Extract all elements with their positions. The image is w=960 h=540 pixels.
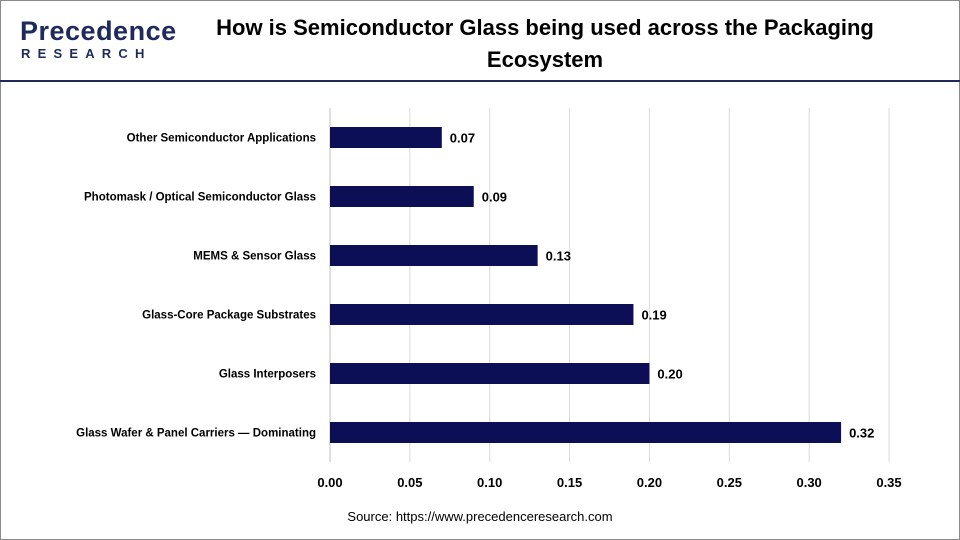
category-label: Glass-Core Package Substrates [142, 310, 316, 322]
category-label: Glass Interposers [219, 369, 316, 381]
x-tick-label: 0.00 [317, 475, 342, 490]
bar [330, 304, 634, 325]
category-label: MEMS & Sensor Glass [193, 251, 316, 263]
data-label: 0.32 [849, 426, 874, 441]
logo-main-text: Precedence [20, 16, 177, 46]
x-tick-label: 0.35 [876, 475, 901, 490]
data-label: 0.19 [641, 308, 666, 323]
x-tick-label: 0.10 [477, 475, 502, 490]
header: Precedence RESEARCH How is Semiconductor… [0, 0, 960, 80]
bar [330, 186, 474, 207]
data-label: 0.07 [450, 131, 475, 146]
bar [330, 245, 538, 266]
category-label: Photomask / Optical Semiconductor Glass [84, 192, 316, 204]
header-divider [0, 80, 960, 82]
x-tick-label: 0.05 [397, 475, 422, 490]
bar [330, 363, 650, 384]
category-label: Glass Wafer & Panel Carriers — Dominatin… [76, 428, 316, 440]
chart-title: How is Semiconductor Glass being used ac… [216, 15, 874, 72]
x-tick-label: 0.25 [717, 475, 742, 490]
data-label: 0.09 [482, 190, 507, 205]
bar [330, 127, 442, 148]
data-label: 0.13 [546, 249, 571, 264]
logo-sub-text: RESEARCH [21, 46, 152, 61]
x-tick-label: 0.30 [796, 475, 821, 490]
data-label: 0.20 [657, 367, 682, 382]
precedence-research-logo: Precedence RESEARCH [18, 14, 176, 64]
x-tick-label: 0.20 [637, 475, 662, 490]
bar [330, 422, 842, 443]
category-label: Other Semiconductor Applications [127, 133, 316, 145]
x-tick-label: 0.15 [557, 475, 582, 490]
source-note: Source: https://www.precedenceresearch.c… [347, 509, 613, 524]
